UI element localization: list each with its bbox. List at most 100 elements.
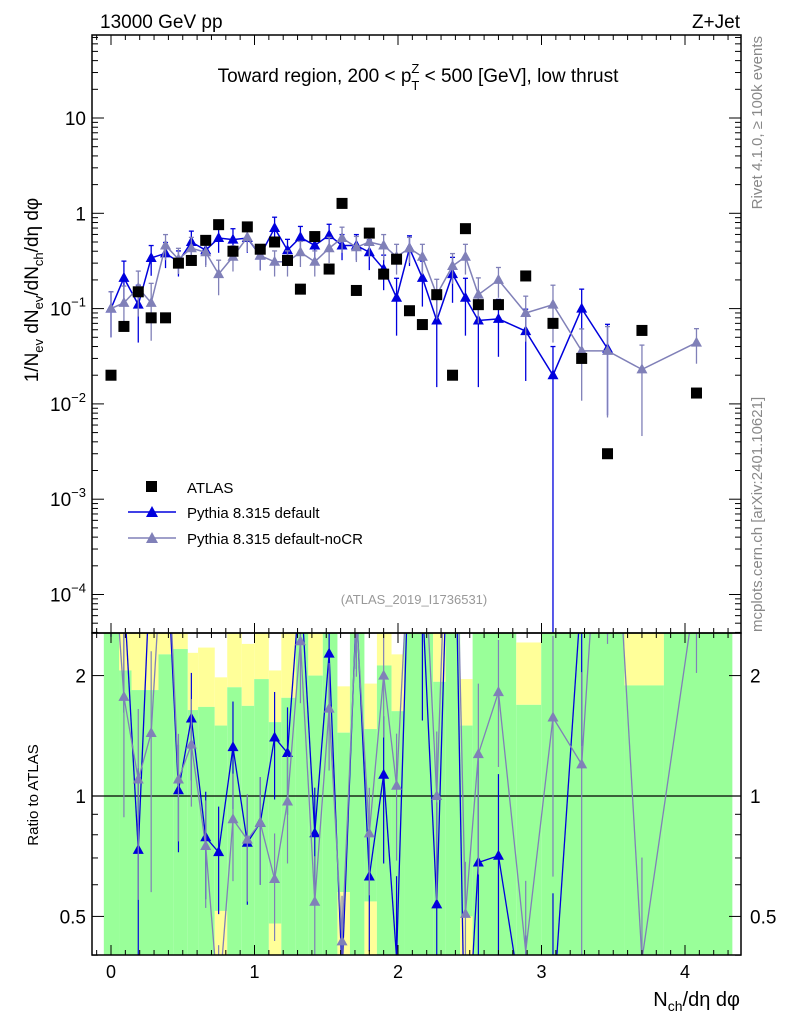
mcplots-label: mcplots.cern.ch [arXiv:2401.10621] — [749, 397, 766, 632]
atlas-point — [213, 219, 225, 231]
pythia-nocr-ratio-line-segment — [314, 708, 330, 902]
analysis-label: (ATLAS_2019_I1736531) — [341, 592, 487, 607]
pythia-default-ratio-point — [323, 647, 335, 658]
atlas-point — [431, 289, 443, 301]
pythia-nocr-ratio-point — [378, 669, 390, 680]
pythia-nocr-ratio-line-segment — [368, 675, 385, 834]
pythia-nocr-line — [110, 236, 697, 371]
pythia-nocr-ratio-point — [227, 813, 239, 824]
atlas-point — [132, 286, 144, 298]
ratio-band-yellow — [198, 647, 215, 707]
pythia-nocr-ratio-line-segment — [286, 641, 302, 802]
ratio-band-yellow — [364, 683, 377, 730]
ratio-band-yellow — [227, 633, 242, 688]
pythia-nocr-ratio-line-segment — [190, 744, 207, 847]
ratio-band-green — [187, 710, 199, 955]
pythia-default-ratio-line-segment — [478, 855, 499, 864]
atlas-point — [472, 299, 484, 311]
pythia-default-ratio-line-segment — [423, 632, 438, 905]
x-tick-label: 1 — [249, 962, 259, 982]
pythia-nocr-ratio-point — [254, 816, 266, 827]
atlas-point — [576, 352, 588, 364]
atlas-point — [520, 270, 532, 282]
ratio-y-tick-label-right: 0.5 — [750, 907, 776, 928]
pythia-nocr-ratio-point — [547, 711, 559, 722]
ratio-band-yellow — [516, 642, 542, 705]
y-tick-label: 10−1 — [50, 295, 86, 321]
pythia-nocr-point — [105, 302, 117, 313]
ratio-band-yellow — [173, 633, 188, 650]
ratio-band-green — [295, 633, 309, 955]
atlas-point — [160, 312, 172, 324]
pythia-default-ratio-line-segment — [302, 632, 316, 834]
ratio-band-green — [103, 633, 120, 955]
ratio-band-green — [173, 649, 188, 955]
pythia-default-ratio-line-segment — [497, 855, 515, 956]
ratio-band-yellow — [308, 633, 323, 676]
pythia-nocr-ratio-line-segment — [150, 632, 158, 733]
pythia-nocr-ratio-line-segment — [232, 818, 248, 841]
pythia-default-ratio-point — [269, 731, 281, 742]
pythia-default-ratio-line-segment — [217, 747, 234, 853]
pythia-nocr-ratio-line-segment — [427, 632, 438, 797]
header-right: Z+Jet — [692, 12, 741, 33]
ratio-band-yellow — [214, 677, 228, 726]
ratio-band-green — [119, 670, 132, 955]
atlas-point — [602, 448, 614, 460]
pythia-nocr-ratio-line-segment — [177, 744, 192, 780]
ratio-band-green — [322, 633, 338, 955]
pythia-nocr-point — [447, 259, 459, 270]
pythia-nocr-ratio-point — [185, 738, 197, 749]
ratio-band-green — [349, 633, 365, 955]
ratio-band-yellow — [214, 910, 228, 955]
main-plot-marks — [105, 197, 702, 633]
atlas-point — [492, 299, 504, 311]
x-axis-label: Nch/dη dφ — [653, 989, 740, 1014]
pythia-default-ratio-line-segment — [286, 632, 298, 753]
ratio-band-yellow — [187, 652, 199, 711]
x-tick-label: 3 — [536, 962, 546, 982]
pythia-nocr-ratio-line-segment — [552, 717, 583, 765]
ratio-band-green — [541, 633, 625, 955]
atlas-point — [200, 234, 212, 246]
pythia-default-ratio-line-segment — [383, 774, 398, 956]
pythia-nocr-ratio-line-segment — [328, 708, 343, 942]
atlas-point — [378, 268, 390, 280]
atlas-point — [459, 223, 471, 235]
atlas-point — [254, 243, 266, 255]
legend-atlas-label: ATLAS — [187, 480, 233, 497]
atlas-point — [690, 387, 702, 399]
ratio-band-yellow — [254, 633, 269, 680]
pythia-default-ratio-line-segment — [456, 632, 464, 956]
ratio-band-yellow — [624, 633, 664, 686]
x-tick-label: 0 — [106, 962, 116, 982]
ratio-y-tick-label-left: 0.5 — [60, 907, 86, 928]
ratio-band-green — [158, 654, 174, 955]
header-left: 13000 GeV pp — [100, 12, 223, 33]
atlas-point — [416, 319, 428, 331]
ratio-band-green — [281, 697, 296, 955]
ratio-band-green — [663, 633, 733, 955]
atlas-point — [294, 283, 306, 295]
ratio-y-tick-label-right: 2 — [750, 667, 761, 688]
pythia-nocr-ratio-point — [492, 686, 504, 697]
atlas-point — [105, 369, 117, 381]
pythia-nocr-ratio-line-segment — [259, 822, 276, 880]
pythia-default-point — [213, 232, 225, 243]
atlas-point — [336, 197, 348, 209]
pythia-nocr-ratio-line-segment — [581, 632, 591, 765]
atlas-point — [350, 284, 362, 296]
ratio-band-green — [624, 685, 664, 955]
atlas-point — [403, 305, 415, 317]
pythia-nocr-point — [323, 242, 335, 253]
atlas-point — [118, 320, 130, 332]
atlas-point — [145, 312, 157, 324]
pythia-nocr-point — [636, 363, 648, 374]
y-tick-label: 10−2 — [50, 390, 86, 416]
legend-default-label: Pythia 8.315 default — [187, 505, 320, 522]
pythia-nocr-ratio-point — [323, 702, 335, 713]
atlas-point — [363, 227, 375, 239]
atlas-point — [323, 263, 335, 275]
pythia-nocr-ratio-point — [294, 635, 306, 646]
ratio-band-yellow — [119, 633, 132, 671]
